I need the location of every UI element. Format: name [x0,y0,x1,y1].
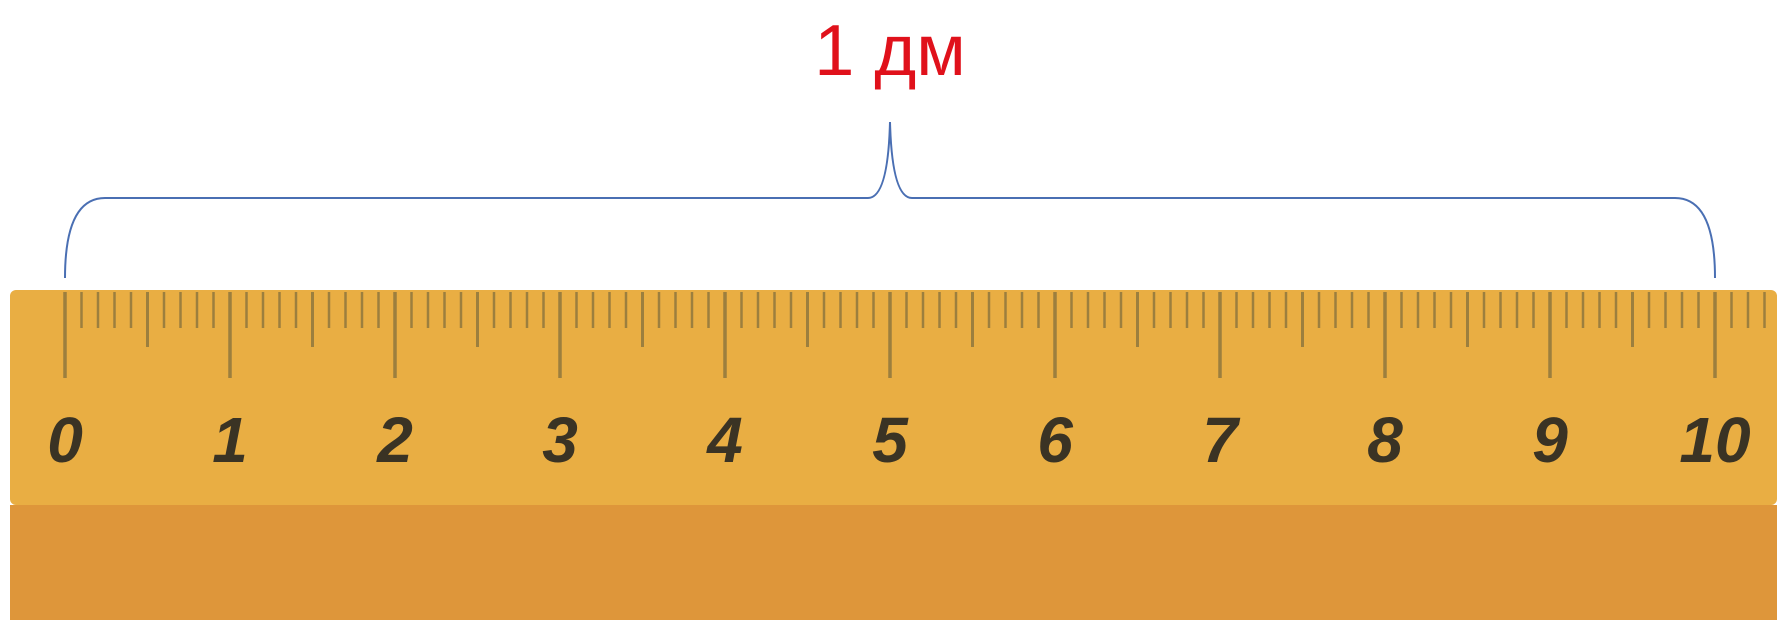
ruler-number-0: 0 [47,404,83,476]
ruler-number-8: 8 [1367,404,1403,476]
ruler-ticks [63,292,1766,378]
ruler-number-9: 9 [1532,404,1568,476]
ruler-bottom-band [10,505,1777,620]
ruler-numbers: 0 1 2 3 4 5 6 7 8 9 10 [47,404,1750,476]
ruler-number-1: 1 [212,404,248,476]
ruler-top-band [10,290,1777,505]
ruler-number-3: 3 [542,404,578,476]
ruler-number-10: 10 [1679,404,1750,476]
ruler-number-6: 6 [1037,404,1073,476]
decimeter-label: 1 дм [814,11,966,91]
decimeter-brace [64,121,1716,279]
ruler-number-5: 5 [872,404,909,476]
ruler-number-2: 2 [376,404,413,476]
ruler-number-7: 7 [1202,404,1241,476]
ruler-number-4: 4 [705,404,743,476]
